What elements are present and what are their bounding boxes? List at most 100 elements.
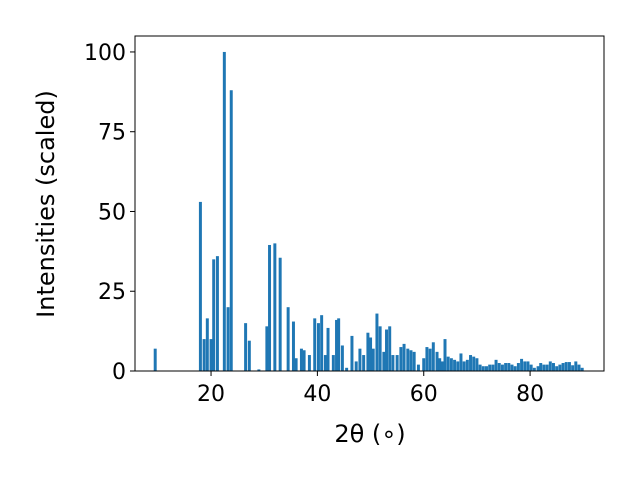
bar [564,362,568,371]
bar [399,347,403,371]
bar [542,364,546,371]
bar [551,363,555,371]
bar [548,361,552,371]
bar [402,343,406,371]
bar [331,355,335,371]
bar [278,257,282,371]
bar [475,358,479,371]
bar [268,244,272,371]
bar [406,348,410,371]
bar [431,342,435,371]
bar [409,350,413,371]
bar [362,355,366,371]
bar [446,356,450,371]
bar [395,355,399,371]
bar [513,366,517,371]
bar [425,347,429,371]
x-tick-label: 40 [303,382,331,407]
bar [153,348,157,371]
bar [500,364,504,371]
bar [202,339,206,371]
bar [212,259,216,371]
bar [529,364,533,371]
bar [555,366,559,371]
bar [222,51,226,371]
bar [244,323,248,371]
bar [491,364,495,371]
bar [481,366,485,371]
bar [472,356,476,371]
bar [302,350,306,371]
y-tick-label: 50 [98,200,126,225]
bar [440,361,444,371]
bar [504,363,508,371]
bar [337,318,341,371]
bar [382,351,386,371]
bar [516,363,520,371]
bar [523,361,527,371]
bar [323,355,327,371]
bar [299,348,303,371]
bar [567,362,571,371]
bar [520,358,524,371]
bar [294,358,298,371]
bar [462,361,466,371]
bar [422,358,426,371]
bar [532,367,536,371]
y-tick-label: 25 [98,280,126,305]
bar [507,363,511,371]
bar [488,364,492,371]
x-tick-label: 20 [197,382,225,407]
bar [526,361,530,371]
bar [577,364,581,371]
bar [209,339,213,371]
bar [358,348,362,371]
bar [345,367,349,371]
x-tick-label: 60 [410,382,438,407]
bar [273,243,277,371]
bar [385,329,389,371]
bar [371,348,375,371]
bar [369,337,373,371]
bar [257,369,261,371]
bar [350,335,354,371]
bar [320,315,324,371]
bar [215,256,219,371]
bar [435,351,439,371]
bar [229,90,233,371]
bar [545,364,549,371]
bar [340,345,344,371]
y-axis-label: Intensities (scaled) [32,90,60,318]
bar [313,318,317,371]
bar [354,361,358,371]
bar [307,355,311,371]
bar [494,359,498,371]
bar [205,318,209,371]
bar [571,365,575,371]
bar [366,332,370,371]
bar [459,353,463,371]
bar [443,339,447,371]
bar [561,363,565,371]
x-axis-label: 2θ (∘) [334,420,405,448]
y-tick-label: 100 [84,41,126,66]
bar [580,367,584,371]
plot-frame [134,35,605,372]
bar [539,363,543,371]
bar [478,364,482,371]
bar [416,364,420,371]
bar [536,366,540,371]
bar [226,307,230,371]
bar [558,364,562,371]
bar [456,361,460,371]
bar [335,319,339,371]
bar [378,326,382,371]
x-tick-label: 80 [516,382,544,407]
bar [469,355,473,371]
bar [428,348,432,371]
y-tick-label: 75 [98,121,126,146]
bar [510,364,514,371]
bar [391,355,395,371]
bar [484,366,488,371]
